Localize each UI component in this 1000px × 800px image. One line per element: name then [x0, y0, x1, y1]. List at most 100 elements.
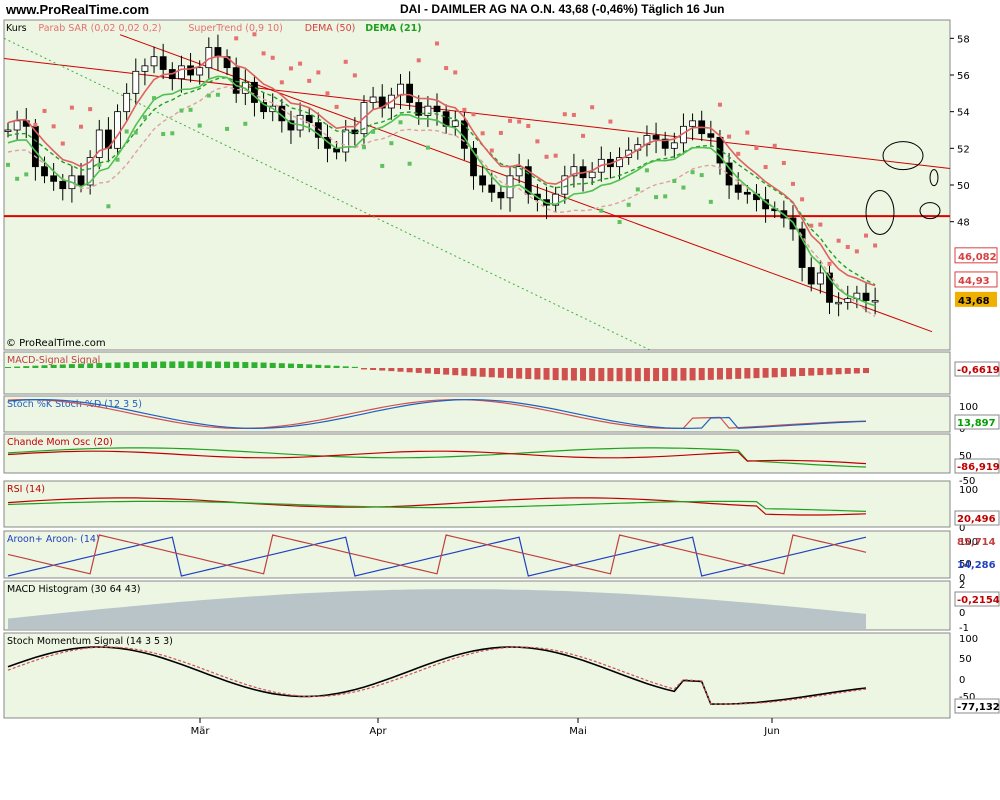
macd-signal-bar — [397, 368, 404, 372]
indicator-legend: Stoch %K Stoch %D (12 3 5) — [7, 399, 142, 410]
macd-signal-bar — [799, 368, 806, 377]
macd-signal-bar — [23, 366, 30, 368]
macd-signal-bar — [443, 368, 450, 375]
macd-signal-bar — [269, 362, 276, 368]
candle — [479, 175, 487, 186]
sar-dot — [471, 112, 476, 117]
sar-dot — [717, 102, 722, 107]
candle — [378, 96, 386, 109]
y-tick-label: 100 — [959, 537, 978, 548]
macd-signal-bar — [324, 365, 331, 368]
macd-signal-bar — [424, 368, 431, 374]
price-badge: 44,93 — [958, 276, 990, 287]
y-tick-label: -1 — [959, 623, 969, 634]
sar-dot — [234, 36, 239, 41]
y-tick-label: 48 — [957, 218, 970, 229]
y-tick-label: 56 — [957, 71, 970, 82]
candle — [524, 166, 532, 195]
macd-signal-bar — [698, 368, 705, 381]
chande-line-2 — [7, 450, 867, 465]
sar-dot — [800, 197, 805, 202]
sar-dot — [6, 162, 10, 167]
sar-dot — [435, 41, 439, 46]
indicator-badge: -77,132 — [957, 702, 1000, 713]
sar-dot — [772, 143, 777, 148]
macd-signal-bar — [589, 368, 596, 381]
macd-signal-bar — [853, 368, 860, 374]
candle — [159, 56, 167, 70]
candle — [342, 129, 350, 153]
macd-signal-bar — [653, 368, 660, 382]
macd-signal-bar — [863, 368, 869, 374]
macd-signal-bar — [744, 368, 751, 379]
candle — [451, 120, 459, 127]
candle — [214, 47, 222, 58]
candle — [424, 105, 432, 116]
candle — [314, 122, 322, 138]
sar-dot — [617, 220, 622, 225]
macd-signal-bar — [224, 361, 231, 368]
candle — [260, 102, 267, 113]
sar-dot — [188, 107, 193, 112]
candle — [570, 166, 578, 177]
sar-dot — [845, 244, 850, 249]
candle — [552, 193, 560, 206]
annotation-ellipse — [929, 169, 939, 187]
sar-dot — [672, 178, 677, 183]
sar-dot — [644, 168, 649, 173]
price-badge-bg — [954, 271, 998, 288]
sar-dot — [562, 112, 567, 117]
sar-dot — [215, 92, 220, 97]
macd-signal-bar — [114, 362, 121, 368]
chart-title: DAI - DAIMLER AG NA O.N. 43,68 (-0,46%) … — [400, 2, 725, 16]
price-badge-bg — [955, 291, 997, 307]
indicator-legend: Chande Mom Osc (20) — [7, 437, 113, 448]
stoch-momentum-signal — [7, 646, 867, 705]
candle — [187, 65, 194, 76]
candle — [826, 272, 833, 303]
sar-dot — [809, 223, 814, 228]
site-title[interactable]: www.ProRealTime.com — [6, 2, 150, 17]
macd-signal-bar — [552, 368, 559, 381]
candle — [95, 129, 103, 158]
sar-dot — [608, 119, 613, 124]
macd-signal-bar — [844, 368, 851, 374]
macd-signal-bar — [534, 368, 541, 380]
sar-dot — [416, 58, 421, 63]
macd-signal-bar — [59, 364, 66, 368]
legend-entry: DEMA (21) — [365, 23, 421, 34]
candle — [132, 70, 140, 94]
sar-dot — [170, 131, 175, 136]
macd-signal-bar — [817, 368, 824, 376]
watermark: © ProRealTime.com — [6, 338, 106, 349]
sar-dot — [790, 181, 795, 186]
y-tick-label: 0 — [959, 675, 965, 686]
candle — [743, 191, 751, 195]
macd-signal-bar — [50, 364, 57, 368]
macd-signal-bar — [132, 361, 139, 368]
macd-signal-bar — [570, 368, 577, 381]
candle — [616, 157, 623, 168]
y-tick-label: 50 — [959, 451, 972, 462]
indicator-panel — [3, 351, 951, 395]
indicator-panel — [3, 433, 951, 474]
candle — [661, 138, 669, 149]
macd-signal-bar — [716, 368, 723, 380]
sar-dot — [279, 80, 284, 85]
rsi-signal-line — [7, 500, 867, 512]
macd-signal-bar — [507, 368, 514, 379]
stock-chart: Kurs Parab SAR (0,02 0,02 0,2) SuperTrend … — [3, 19, 1000, 737]
sar-dot — [407, 161, 412, 166]
candle — [652, 135, 660, 140]
sar-dot — [544, 154, 549, 159]
macd-signal-bar — [123, 362, 130, 368]
indicator-legend: Aroon+ Aroon- (14) — [7, 534, 100, 545]
sar-dot — [88, 107, 93, 112]
sar-dot — [316, 70, 321, 75]
sar-dot — [106, 204, 111, 209]
candle — [13, 120, 21, 131]
sar-dot — [325, 91, 330, 96]
candle — [415, 102, 423, 116]
sar-dot — [480, 131, 485, 136]
legend-entry: Kurs — [6, 23, 27, 34]
